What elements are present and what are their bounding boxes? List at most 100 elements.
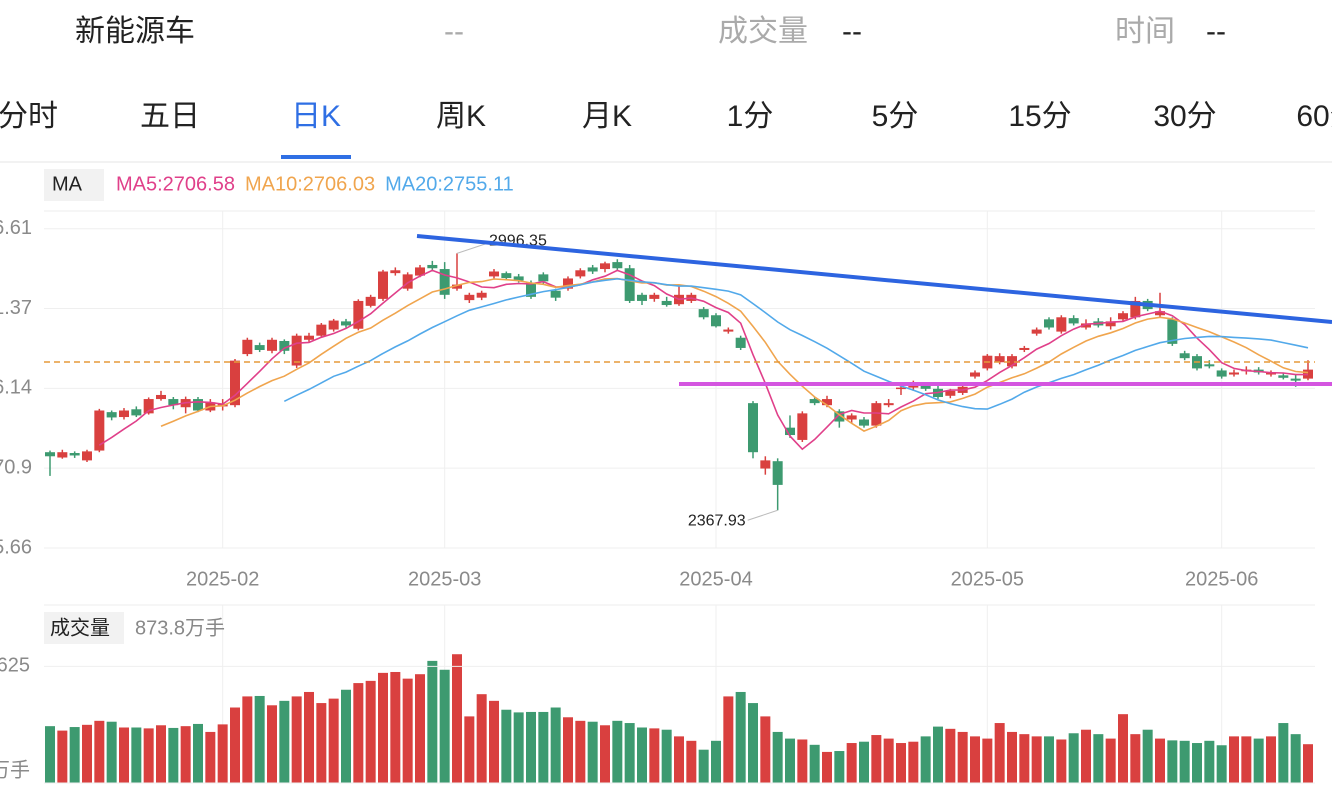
volume-bar — [464, 716, 475, 783]
volume-bar — [1192, 743, 1202, 783]
volume-bar — [970, 736, 980, 783]
volume-bar — [1179, 740, 1190, 783]
volume-bar — [242, 696, 253, 783]
candle-body — [797, 413, 808, 440]
candle-body — [45, 452, 55, 457]
indicator-label: MA — [52, 173, 83, 195]
candle-body — [896, 387, 906, 390]
candle-body — [328, 320, 339, 330]
volume-bar — [1303, 744, 1313, 783]
tab[interactable]: 周K — [436, 100, 486, 133]
candle-body — [341, 321, 351, 326]
candle-body — [131, 409, 142, 416]
volume-bar — [1093, 734, 1104, 783]
candle-body — [760, 460, 771, 469]
volume-bar — [106, 721, 117, 783]
candle-body — [1044, 319, 1054, 328]
volume-bar — [859, 741, 869, 783]
candle-body — [785, 427, 795, 436]
volume-bar — [1229, 736, 1239, 783]
candle-body — [859, 419, 869, 426]
candle-body — [452, 284, 462, 289]
legend-entry: MA10:2706.03 — [245, 173, 375, 195]
volume-bar — [1130, 734, 1141, 783]
candle-body — [908, 385, 919, 388]
x-tick-label: 2025-06 — [1185, 568, 1258, 590]
moving-average — [98, 269, 1308, 451]
y-tick-label: 3056.61 — [0, 217, 32, 239]
candle-body — [649, 294, 660, 299]
candle-body — [637, 294, 647, 301]
tab[interactable]: 5分 — [872, 100, 919, 133]
volume-bar — [304, 691, 314, 783]
candle-body — [587, 267, 598, 272]
volume-title: 成交量 — [50, 616, 110, 639]
candle-body — [1068, 318, 1079, 324]
tab[interactable]: 五日 — [140, 100, 200, 133]
candle-body — [612, 262, 623, 269]
candle-body — [291, 335, 302, 366]
candle-body — [920, 384, 931, 389]
volume-bar — [994, 723, 1005, 783]
candle-body — [526, 282, 536, 297]
volume-bar — [57, 730, 68, 783]
candle-body — [822, 399, 832, 406]
candle-body — [723, 329, 734, 332]
candle-body — [168, 399, 179, 406]
candle-body — [698, 309, 709, 318]
volume-bar — [846, 743, 857, 783]
candle-body — [267, 339, 277, 351]
candle-body — [1266, 372, 1276, 375]
candle-body — [600, 263, 610, 270]
volume-bar — [785, 738, 795, 783]
x-tick-label: 2025-05 — [951, 568, 1024, 590]
volume-bar — [402, 678, 413, 783]
volume-bar — [933, 726, 943, 783]
volume-bar — [686, 740, 697, 783]
volume-bar — [353, 683, 364, 783]
volume-bar — [550, 707, 561, 783]
volume-bar — [230, 707, 240, 783]
candle-body — [415, 267, 425, 276]
volume-badge — [44, 612, 124, 644]
candle-body — [279, 341, 290, 351]
tab[interactable]: 60分 — [1296, 100, 1332, 133]
tab[interactable]: 30分 — [1153, 100, 1216, 133]
candle-body — [464, 294, 475, 301]
volume-bar — [94, 720, 105, 783]
volume-bar — [1118, 714, 1128, 783]
candle-body — [156, 394, 166, 400]
candle-body — [1290, 378, 1301, 381]
volume-bar — [378, 672, 388, 783]
candle-body — [1167, 319, 1178, 344]
candle-body — [1278, 375, 1289, 378]
candle-body — [1081, 323, 1091, 328]
candle-body — [624, 268, 635, 301]
candle-body — [563, 278, 573, 289]
volume-bar — [735, 691, 746, 783]
volume-bar — [316, 703, 327, 783]
candle-body — [1019, 347, 1030, 350]
volume-bar — [180, 726, 191, 783]
candle-body — [1216, 370, 1227, 377]
candle-body — [1130, 300, 1141, 318]
volume-bar — [1142, 729, 1153, 783]
volume-bar — [920, 736, 931, 783]
volume-bar — [156, 725, 166, 783]
volume-bar — [513, 712, 524, 783]
volume-bar — [1081, 729, 1091, 783]
tab[interactable]: 日K — [291, 100, 341, 133]
candle-body — [1056, 317, 1067, 332]
y-tick-label: 2275.66 — [0, 536, 32, 558]
candle-body — [871, 403, 882, 426]
tab[interactable]: 15分 — [1008, 100, 1071, 133]
tab[interactable]: 分时 — [0, 100, 58, 133]
candle-body — [378, 271, 388, 299]
candle-body — [439, 269, 450, 295]
tab[interactable]: 1分 — [727, 100, 774, 133]
volume-bar — [797, 739, 808, 783]
volume-bar — [1105, 738, 1116, 783]
tab[interactable]: 月K — [582, 100, 632, 133]
volume-bar — [698, 749, 709, 783]
